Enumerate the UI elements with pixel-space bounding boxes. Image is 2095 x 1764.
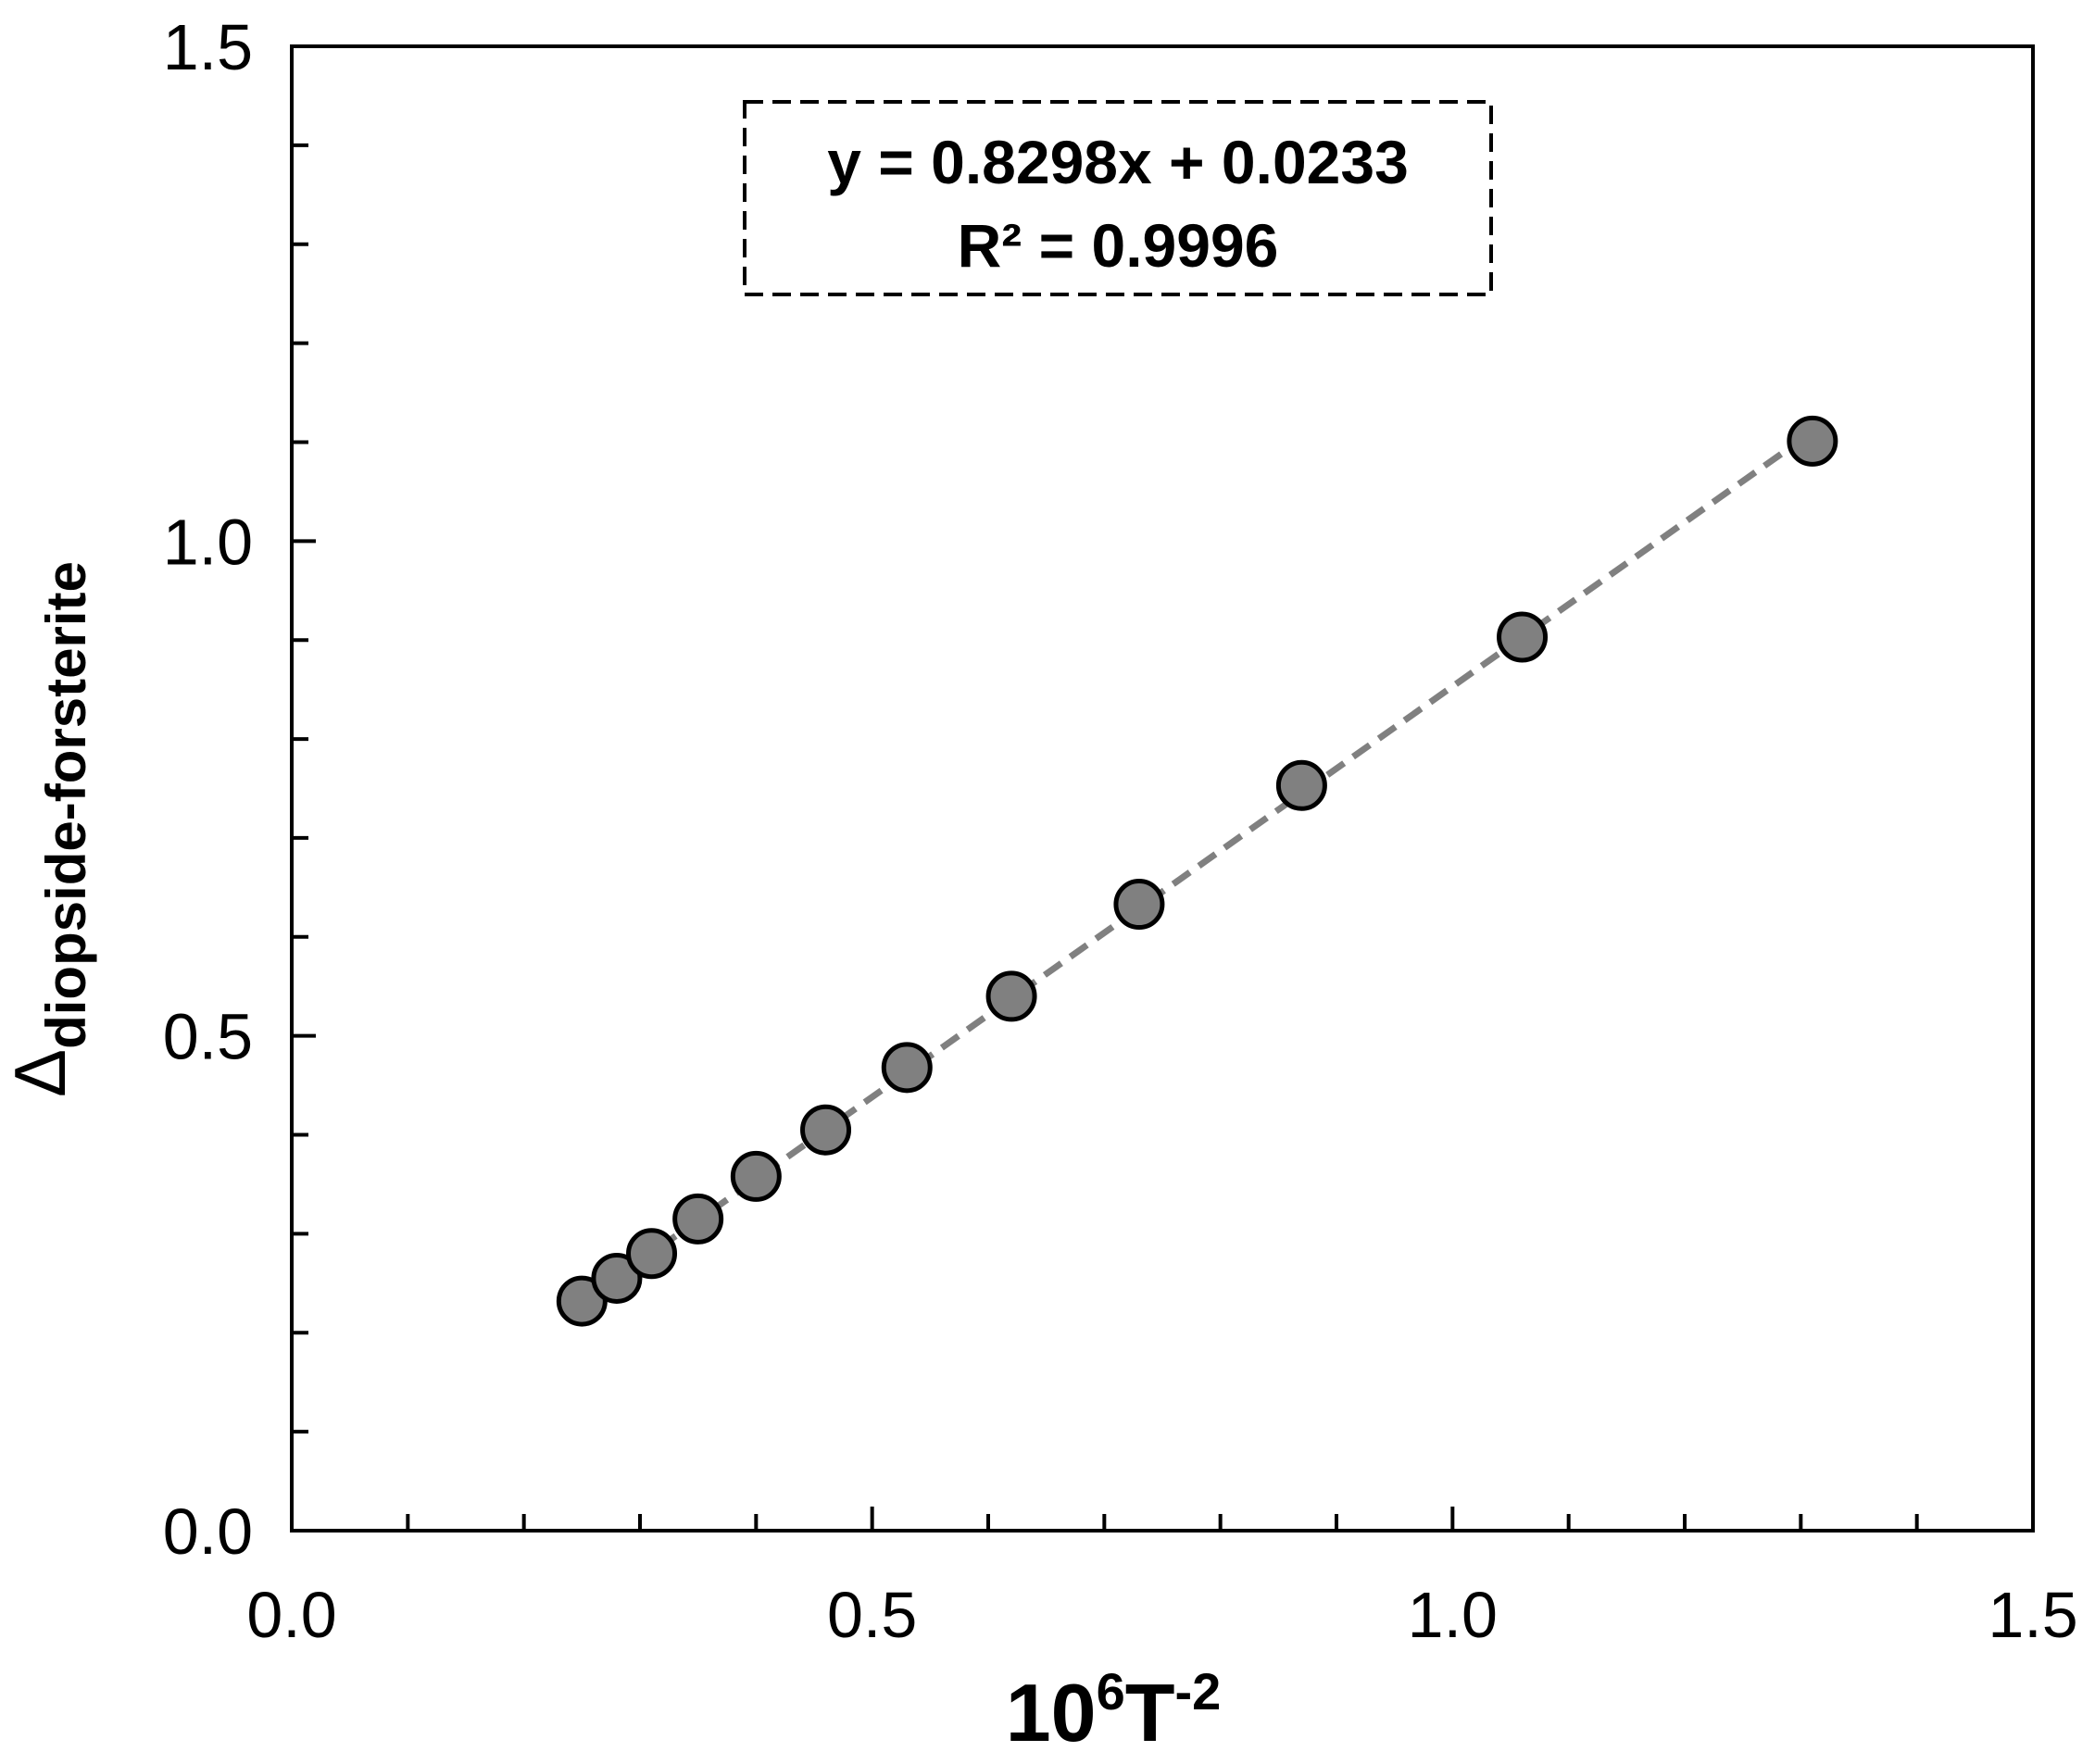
y-axis-title: Δdiopside-forsterite — [0, 561, 97, 1097]
equation-box: y = 0.8298x + 0.0233 R² = 0.9996 — [743, 100, 1493, 296]
data-point — [800, 1104, 852, 1156]
x-tick-label: 0.5 — [827, 1579, 917, 1651]
data-point — [556, 1275, 608, 1327]
data-point — [591, 1252, 643, 1304]
axis-ticks — [292, 143, 1919, 1531]
plot-frame — [290, 44, 2035, 1533]
data-point — [626, 1228, 678, 1280]
tick-labels: 0.0 0.5 1.0 1.5 0.0 0.5 1.0 1.5 — [163, 11, 2078, 1651]
x-tick-label: 1.0 — [1408, 1579, 1498, 1651]
data-point — [730, 1150, 782, 1202]
data-point — [985, 970, 1037, 1022]
y-tick-label: 0.0 — [163, 1495, 253, 1568]
data-point — [1497, 611, 1549, 663]
data-point — [1787, 415, 1838, 467]
data-point — [672, 1193, 724, 1245]
equation-text: y = 0.8298x + 0.0233 — [827, 128, 1409, 196]
data-point — [1275, 759, 1327, 811]
data-points — [556, 415, 1838, 1327]
x-axis-title: 106T-2 — [1006, 1662, 1222, 1758]
data-point — [881, 1042, 933, 1094]
y-tick-label: 0.5 — [163, 1001, 253, 1073]
y-tick-label: 1.5 — [163, 11, 253, 83]
r-squared-text: R² = 0.9996 — [958, 211, 1279, 280]
x-tick-label: 1.5 — [1988, 1579, 2077, 1651]
y-tick-label: 1.0 — [163, 506, 253, 578]
data-point — [1113, 879, 1165, 931]
x-tick-label: 0.0 — [246, 1579, 336, 1651]
